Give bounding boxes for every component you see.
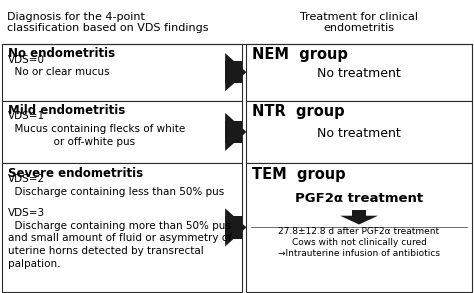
Text: NTR  group: NTR group xyxy=(252,104,345,119)
Polygon shape xyxy=(246,163,472,292)
Text: No treatment: No treatment xyxy=(317,127,401,140)
Text: VDS=3
  Discharge containing more than 50% pus
and small amount of fluid or asym: VDS=3 Discharge containing more than 50%… xyxy=(8,208,232,269)
Text: TEM  group: TEM group xyxy=(252,167,346,182)
Text: Severe endometritis: Severe endometritis xyxy=(8,167,143,180)
Polygon shape xyxy=(225,121,242,143)
Text: VDS=0
  No or clear mucus: VDS=0 No or clear mucus xyxy=(8,54,109,77)
Text: PGF2α treatment: PGF2α treatment xyxy=(295,192,423,205)
Polygon shape xyxy=(246,44,472,100)
Text: Mild endometritis: Mild endometritis xyxy=(8,104,125,117)
Text: No endometritis: No endometritis xyxy=(8,47,115,60)
Polygon shape xyxy=(340,216,378,224)
Polygon shape xyxy=(225,53,246,91)
Text: Diagnosis for the 4-point
classification based on VDS findings: Diagnosis for the 4-point classification… xyxy=(7,12,209,33)
Polygon shape xyxy=(225,208,246,246)
Polygon shape xyxy=(225,113,246,151)
Text: 27.8±12.8 d after PGF2α treatment
Cows with not clinically cured
→Intrauterine i: 27.8±12.8 d after PGF2α treatment Cows w… xyxy=(278,227,440,258)
Polygon shape xyxy=(225,216,242,239)
Text: NEM  group: NEM group xyxy=(252,47,348,62)
Text: VDS=2
  Discharge containing less than 50% pus: VDS=2 Discharge containing less than 50%… xyxy=(8,174,224,197)
Polygon shape xyxy=(2,44,242,100)
Polygon shape xyxy=(2,163,242,292)
Polygon shape xyxy=(2,100,242,163)
Polygon shape xyxy=(246,100,472,163)
Polygon shape xyxy=(352,210,366,216)
Polygon shape xyxy=(225,61,242,83)
Text: No treatment: No treatment xyxy=(317,67,401,80)
Text: VDS=1
  Mucus containing flecks of white
              or off-white pus: VDS=1 Mucus containing flecks of white o… xyxy=(8,111,185,147)
Text: Treatment for clinical
endometritis: Treatment for clinical endometritis xyxy=(300,12,418,33)
